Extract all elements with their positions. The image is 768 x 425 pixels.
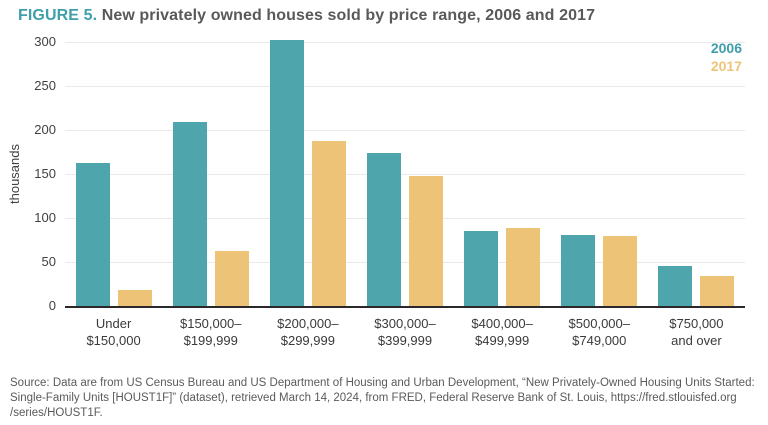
y-tick-250: 250 (34, 78, 56, 93)
bar-2006 (75, 162, 110, 306)
figure-title: FIGURE 5. New privately owned houses sol… (18, 7, 595, 25)
gridline-250 (65, 86, 745, 87)
y-tick-150: 150 (34, 166, 56, 181)
gridline-100 (65, 218, 745, 219)
bar-group (356, 42, 453, 306)
y-tick-0: 0 (48, 298, 56, 313)
bar-group (162, 42, 259, 306)
bar-group (454, 42, 551, 306)
x-axis-label: Under $150,000 (86, 316, 141, 348)
bar-2006 (561, 234, 596, 306)
bar-2006 (172, 122, 207, 306)
bar-2017 (700, 276, 735, 306)
source-line: Source: Data are from US Census Bureau a… (10, 377, 755, 389)
y-tick-100: 100 (34, 210, 56, 225)
x-axis-label: $750,000 and over (669, 316, 724, 348)
x-axis-label: $400,000– $499,999 (471, 316, 533, 348)
bar-groups (65, 40, 745, 306)
bar-2017 (603, 235, 638, 306)
gridline-300 (65, 42, 745, 43)
legend-item-2017: 2017 (710, 58, 742, 74)
bar-2006 (366, 152, 401, 306)
bar-group (65, 42, 162, 306)
source-line: Single-Family Units [HOUST1F]” (dataset)… (10, 392, 737, 404)
bar-2017 (117, 290, 152, 306)
y-axis-ticks: 0 50 100 150 200 250 300 (0, 34, 56, 313)
source-line: /series/HOUST1F. (10, 407, 103, 419)
bar-2017 (408, 175, 443, 306)
x-axis-label: $500,000– $749,000 (568, 316, 630, 348)
y-tick-200: 200 (34, 122, 56, 137)
plot-area (65, 40, 745, 308)
gridline-200 (65, 130, 745, 131)
bar-2017 (311, 141, 346, 306)
gridline-50 (65, 262, 745, 263)
bar-group (551, 42, 648, 306)
bar-group (648, 42, 745, 306)
figure-title-text: New privately owned houses sold by price… (101, 7, 596, 24)
bar-2006 (269, 40, 304, 306)
bar-2017 (214, 251, 249, 306)
bar-group (259, 40, 356, 306)
y-tick-300: 300 (34, 34, 56, 49)
x-axis-label: $300,000– $399,999 (374, 316, 436, 348)
bar-2006 (658, 266, 693, 306)
x-axis-labels: Under $150,000 $150,000– $199,999 $200,000– $… (65, 316, 745, 349)
y-tick-50: 50 (41, 254, 56, 269)
bar-2017 (506, 227, 541, 306)
gridline-150 (65, 174, 745, 175)
legend: 2006 2017 (711, 39, 742, 75)
source-note: Source: Data are from US Census Bureau a… (10, 376, 760, 421)
x-axis-label: $200,000– $299,999 (277, 316, 339, 348)
figure-number-label: FIGURE 5. (18, 7, 98, 24)
legend-item-2006: 2006 (710, 40, 742, 56)
bar-2006 (464, 231, 499, 306)
x-axis-label: $150,000– $199,999 (179, 316, 242, 348)
